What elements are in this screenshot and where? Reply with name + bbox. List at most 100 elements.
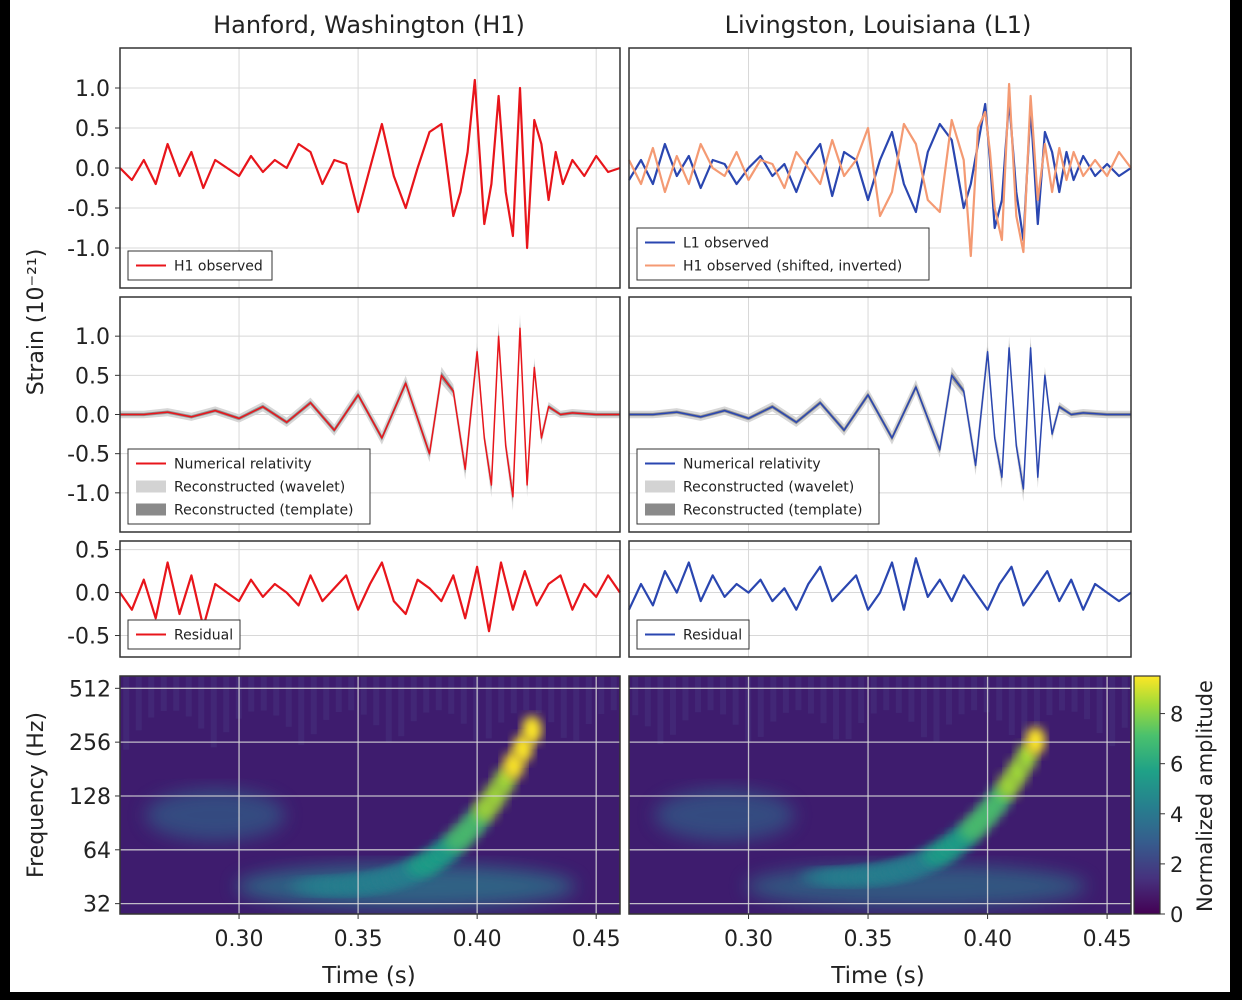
legend: Numerical relativity Reconstructed (wavel…: [636, 448, 880, 525]
noise-streak: [598, 676, 605, 715]
spectrogram-image: [120, 676, 620, 914]
noise-streak: [983, 676, 990, 713]
panel-h1_spectrogram: 0.30 0.35 0.40 0.45 512 256 128 64 32: [69, 675, 621, 952]
panel-h1_observed: 1.0 0.5 0.0 -0.5 -1.0 H1 observed: [67, 47, 621, 289]
legend-entry: H1 observed (shifted, inverted): [683, 259, 902, 275]
plot-frame: [628, 296, 1132, 533]
legend-swatch: [645, 480, 675, 493]
noise-streak: [398, 676, 405, 737]
noise-streak: [385, 676, 392, 743]
noise-streak: [757, 676, 764, 737]
y-tick-label: 128: [69, 785, 111, 810]
noise-streak: [123, 676, 130, 750]
legend: L1 observed H1 observed (shifted, inverte…: [636, 227, 930, 281]
colorbar-tick-label: 4: [1170, 803, 1183, 827]
noise-streak: [782, 676, 789, 713]
noise-streak: [1109, 676, 1116, 747]
noise-streak: [657, 676, 664, 745]
colorbar-label: Normalized amplitude: [1193, 680, 1217, 912]
noise-streak: [1096, 676, 1103, 734]
legend: Residual: [636, 619, 750, 650]
noise-streak: [423, 676, 430, 713]
noise-streak: [373, 676, 380, 726]
noise-streak: [248, 676, 255, 712]
x-tick-label: 0.45: [572, 927, 621, 952]
legend-entry: L1 observed: [683, 236, 769, 252]
noise-streak: [160, 676, 167, 712]
noise-streak: [548, 676, 555, 723]
series-line-h1-observed: [119, 78, 621, 250]
colorbar-gradient: [1133, 675, 1161, 915]
noise-streak: [858, 676, 865, 724]
legend-entry: Numerical relativity: [683, 457, 821, 473]
series-line-l1-observed: [628, 98, 1132, 242]
legend-swatch: [136, 480, 166, 493]
noise-streak: [971, 676, 978, 711]
noise-streak: [845, 676, 852, 740]
y-tick-label: 64: [83, 839, 111, 864]
noise-streak: [610, 676, 617, 711]
y-tick-label: 0.5: [75, 364, 110, 389]
legend-swatch: [645, 503, 675, 516]
noise-streak: [958, 676, 965, 715]
noise-streak: [870, 676, 877, 714]
noise-streak: [535, 676, 542, 714]
noise-streak: [360, 676, 367, 715]
title-h1: Hanford, Washington (H1): [213, 11, 525, 39]
x-tick-label: 0.35: [844, 927, 893, 952]
colorbar: 8 6 4 2 0: [1133, 675, 1183, 927]
x-tick-label: 0.40: [453, 927, 502, 952]
plot-frame: [119, 675, 621, 915]
plot-frame: [119, 540, 621, 658]
spectrogram-blob: [145, 789, 286, 842]
noise-streak: [1071, 676, 1078, 712]
noise-streak: [185, 676, 192, 717]
noise-streak: [1033, 676, 1040, 727]
legend: Residual: [127, 619, 241, 650]
y-tick-label: 1.0: [75, 77, 110, 102]
labels-layer: Hanford, Washington (H1) Livingston, Lou…: [24, 11, 1217, 989]
legend-entry: Reconstructed (wavelet): [683, 480, 854, 496]
legend-box: [636, 227, 930, 281]
y-tick-label: 0.0: [75, 582, 110, 607]
noise-streak: [1121, 676, 1128, 728]
series-line-h1-observed-shifted-inverted-: [628, 82, 1132, 258]
legend-entry: Residual: [683, 628, 742, 644]
noise-streak: [173, 676, 180, 711]
band-reconstructed-template-: [629, 343, 1131, 495]
noise-streak: [460, 676, 467, 724]
series-line-numerical-relativity: [120, 327, 620, 498]
xlabel-h1: Time (s): [321, 963, 416, 989]
chirp-track-point: [521, 715, 542, 744]
x-tick-label: 0.45: [1083, 927, 1132, 952]
noise-streak: [1008, 676, 1015, 736]
panels-layer: 1.0 0.5 0.0 -0.5 -1.0 H1 observed L1 observed H…: [67, 47, 1183, 952]
noise-streak: [883, 676, 890, 711]
noise-streak: [323, 676, 330, 720]
legend: H1 observed: [127, 250, 273, 281]
legend-entry: Reconstructed (template): [683, 503, 863, 519]
spectrogram-blob: [654, 789, 795, 842]
legend-entry: Numerical relativity: [174, 457, 312, 473]
y-tick-label: -0.5: [67, 197, 110, 222]
noise-streak: [573, 676, 580, 741]
noise-streak: [833, 676, 840, 740]
legend-entry: Reconstructed (wavelet): [174, 480, 345, 496]
noise-streak: [285, 676, 292, 727]
noise-streak: [770, 676, 777, 722]
noise-streak: [198, 676, 205, 729]
noise-streak: [732, 676, 739, 725]
noise-streak: [895, 676, 902, 713]
noise-streak: [335, 676, 342, 713]
spectrogram-blob: [235, 864, 576, 909]
noise-streak: [298, 676, 305, 745]
y-tick-label: 512: [69, 677, 111, 702]
noise-streak: [410, 676, 417, 722]
panel-l1_reconstructed: Numerical relativity Reconstructed (wavel…: [628, 296, 1132, 533]
noise-streak: [946, 676, 953, 725]
y-tick-label: 0.0: [75, 157, 110, 182]
legend-box: [636, 448, 880, 525]
legend-box: [127, 448, 371, 525]
noise-streak: [996, 676, 1003, 721]
